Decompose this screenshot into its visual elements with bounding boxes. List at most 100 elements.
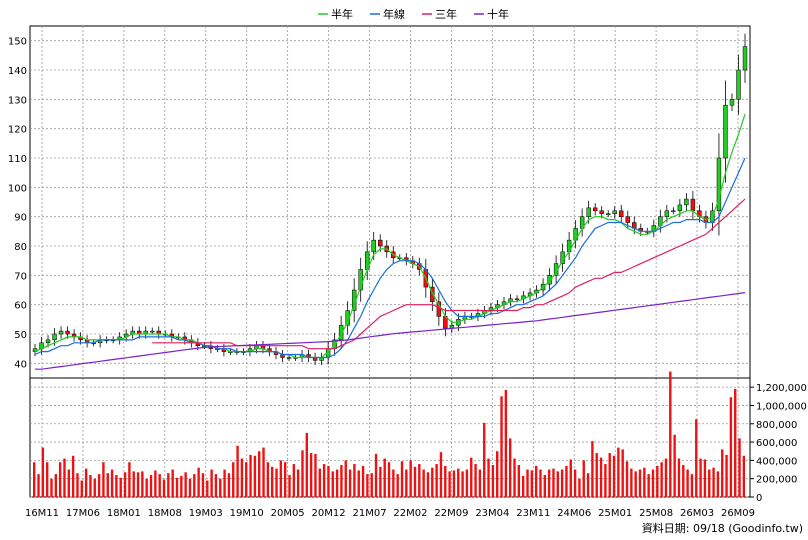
volume-bar xyxy=(193,474,196,497)
volume-bar xyxy=(58,462,62,497)
volume-bar xyxy=(275,468,278,497)
volume-bar xyxy=(162,479,166,497)
volume-bar xyxy=(76,473,79,497)
candle-body xyxy=(625,216,630,223)
volume-bar xyxy=(232,462,235,497)
price-tick-label: 60 xyxy=(14,301,27,312)
volume-bar xyxy=(435,464,438,497)
candle-body xyxy=(723,104,728,159)
volume-bar xyxy=(664,458,668,497)
volume-bar xyxy=(578,478,581,497)
volume-bar xyxy=(448,471,451,497)
volume-bar xyxy=(400,461,404,497)
volume-bar xyxy=(638,469,642,497)
volume-bar xyxy=(158,474,161,497)
candle-body xyxy=(677,204,683,212)
volume-bar xyxy=(509,438,512,497)
candle-body xyxy=(514,298,520,301)
volume-bar xyxy=(686,469,689,497)
volume-bar xyxy=(608,453,611,497)
volume-bar xyxy=(379,466,382,497)
volume-bar xyxy=(45,462,49,497)
x-tick-label: 25M08 xyxy=(639,508,673,519)
volume-bar xyxy=(591,441,594,497)
candle-body xyxy=(619,210,624,217)
x-tick-label: 20M05 xyxy=(271,508,305,519)
candle-body xyxy=(690,198,696,212)
volume-bar xyxy=(405,469,408,497)
volume-bar xyxy=(128,462,131,497)
candle-body xyxy=(286,357,292,359)
candle-body xyxy=(736,69,741,100)
volume-bar xyxy=(245,462,248,497)
volume-bar xyxy=(63,458,66,497)
volume-bar xyxy=(223,469,226,497)
volume-bar xyxy=(50,478,53,497)
price-tick-label: 110 xyxy=(8,154,27,165)
volume-bar xyxy=(487,458,490,497)
x-tick-label: 19M10 xyxy=(230,508,264,519)
volume-bar xyxy=(206,480,209,497)
x-tick-label: 22M09 xyxy=(434,508,468,519)
x-tick-label: 23M11 xyxy=(516,508,550,519)
legend-label: 年線 xyxy=(383,7,405,21)
candle-body xyxy=(358,269,363,291)
price-tick-label: 70 xyxy=(14,271,27,282)
price-plot-area xyxy=(29,25,751,379)
volume-bar xyxy=(283,462,287,497)
candle-body xyxy=(150,330,155,333)
candle-body xyxy=(671,210,676,213)
volume-bar xyxy=(167,473,170,497)
volume-bar xyxy=(188,478,192,497)
volume-bar xyxy=(353,464,356,497)
volume-bar xyxy=(617,447,620,497)
volume-bar xyxy=(669,371,672,497)
x-tick-label: 23M04 xyxy=(475,508,509,519)
volume-bar xyxy=(322,464,326,497)
volume-tick-label: 800,000 xyxy=(756,420,797,431)
volume-bar xyxy=(305,432,308,497)
volume-bar xyxy=(703,459,707,497)
volume-bar xyxy=(647,474,650,497)
volume-bar xyxy=(452,470,456,497)
price-tick-label: 40 xyxy=(14,359,27,370)
volume-bar xyxy=(621,449,624,497)
volume-bar xyxy=(439,452,443,497)
volume-bar xyxy=(422,469,425,497)
volume-bar xyxy=(236,445,239,497)
volume-bar xyxy=(37,474,40,497)
volume-bar xyxy=(500,396,503,497)
volume-bar xyxy=(483,422,486,497)
volume-bar xyxy=(89,475,92,497)
volume-bar xyxy=(106,473,109,497)
candle-body xyxy=(378,239,383,247)
volume-bar xyxy=(656,465,659,497)
candle-body xyxy=(52,333,57,341)
volume-bar xyxy=(573,469,577,497)
volume-bar xyxy=(742,455,746,497)
candle-body xyxy=(742,46,748,71)
volume-bar xyxy=(444,465,447,497)
candle-body xyxy=(592,207,598,212)
volume-bar xyxy=(738,438,741,497)
volume-bar xyxy=(630,468,633,497)
candle-body xyxy=(58,330,64,335)
volume-bar xyxy=(543,475,546,497)
volume-bar xyxy=(292,464,296,497)
x-tick-label: 20M12 xyxy=(312,508,346,519)
candle-body xyxy=(606,213,611,215)
volume-bar xyxy=(426,472,430,497)
volume-bar xyxy=(84,468,88,497)
volume-bar xyxy=(279,460,283,497)
x-tick-label: 17M06 xyxy=(66,508,100,519)
x-tick-label: 16M11 xyxy=(25,508,59,519)
candle-body xyxy=(430,286,435,302)
volume-bar xyxy=(102,462,105,497)
price-tick-label: 140 xyxy=(8,66,27,77)
x-tick-label: 19M03 xyxy=(189,508,223,519)
volume-bar xyxy=(149,475,153,497)
volume-bar xyxy=(340,464,343,497)
volume-bar xyxy=(418,464,421,497)
